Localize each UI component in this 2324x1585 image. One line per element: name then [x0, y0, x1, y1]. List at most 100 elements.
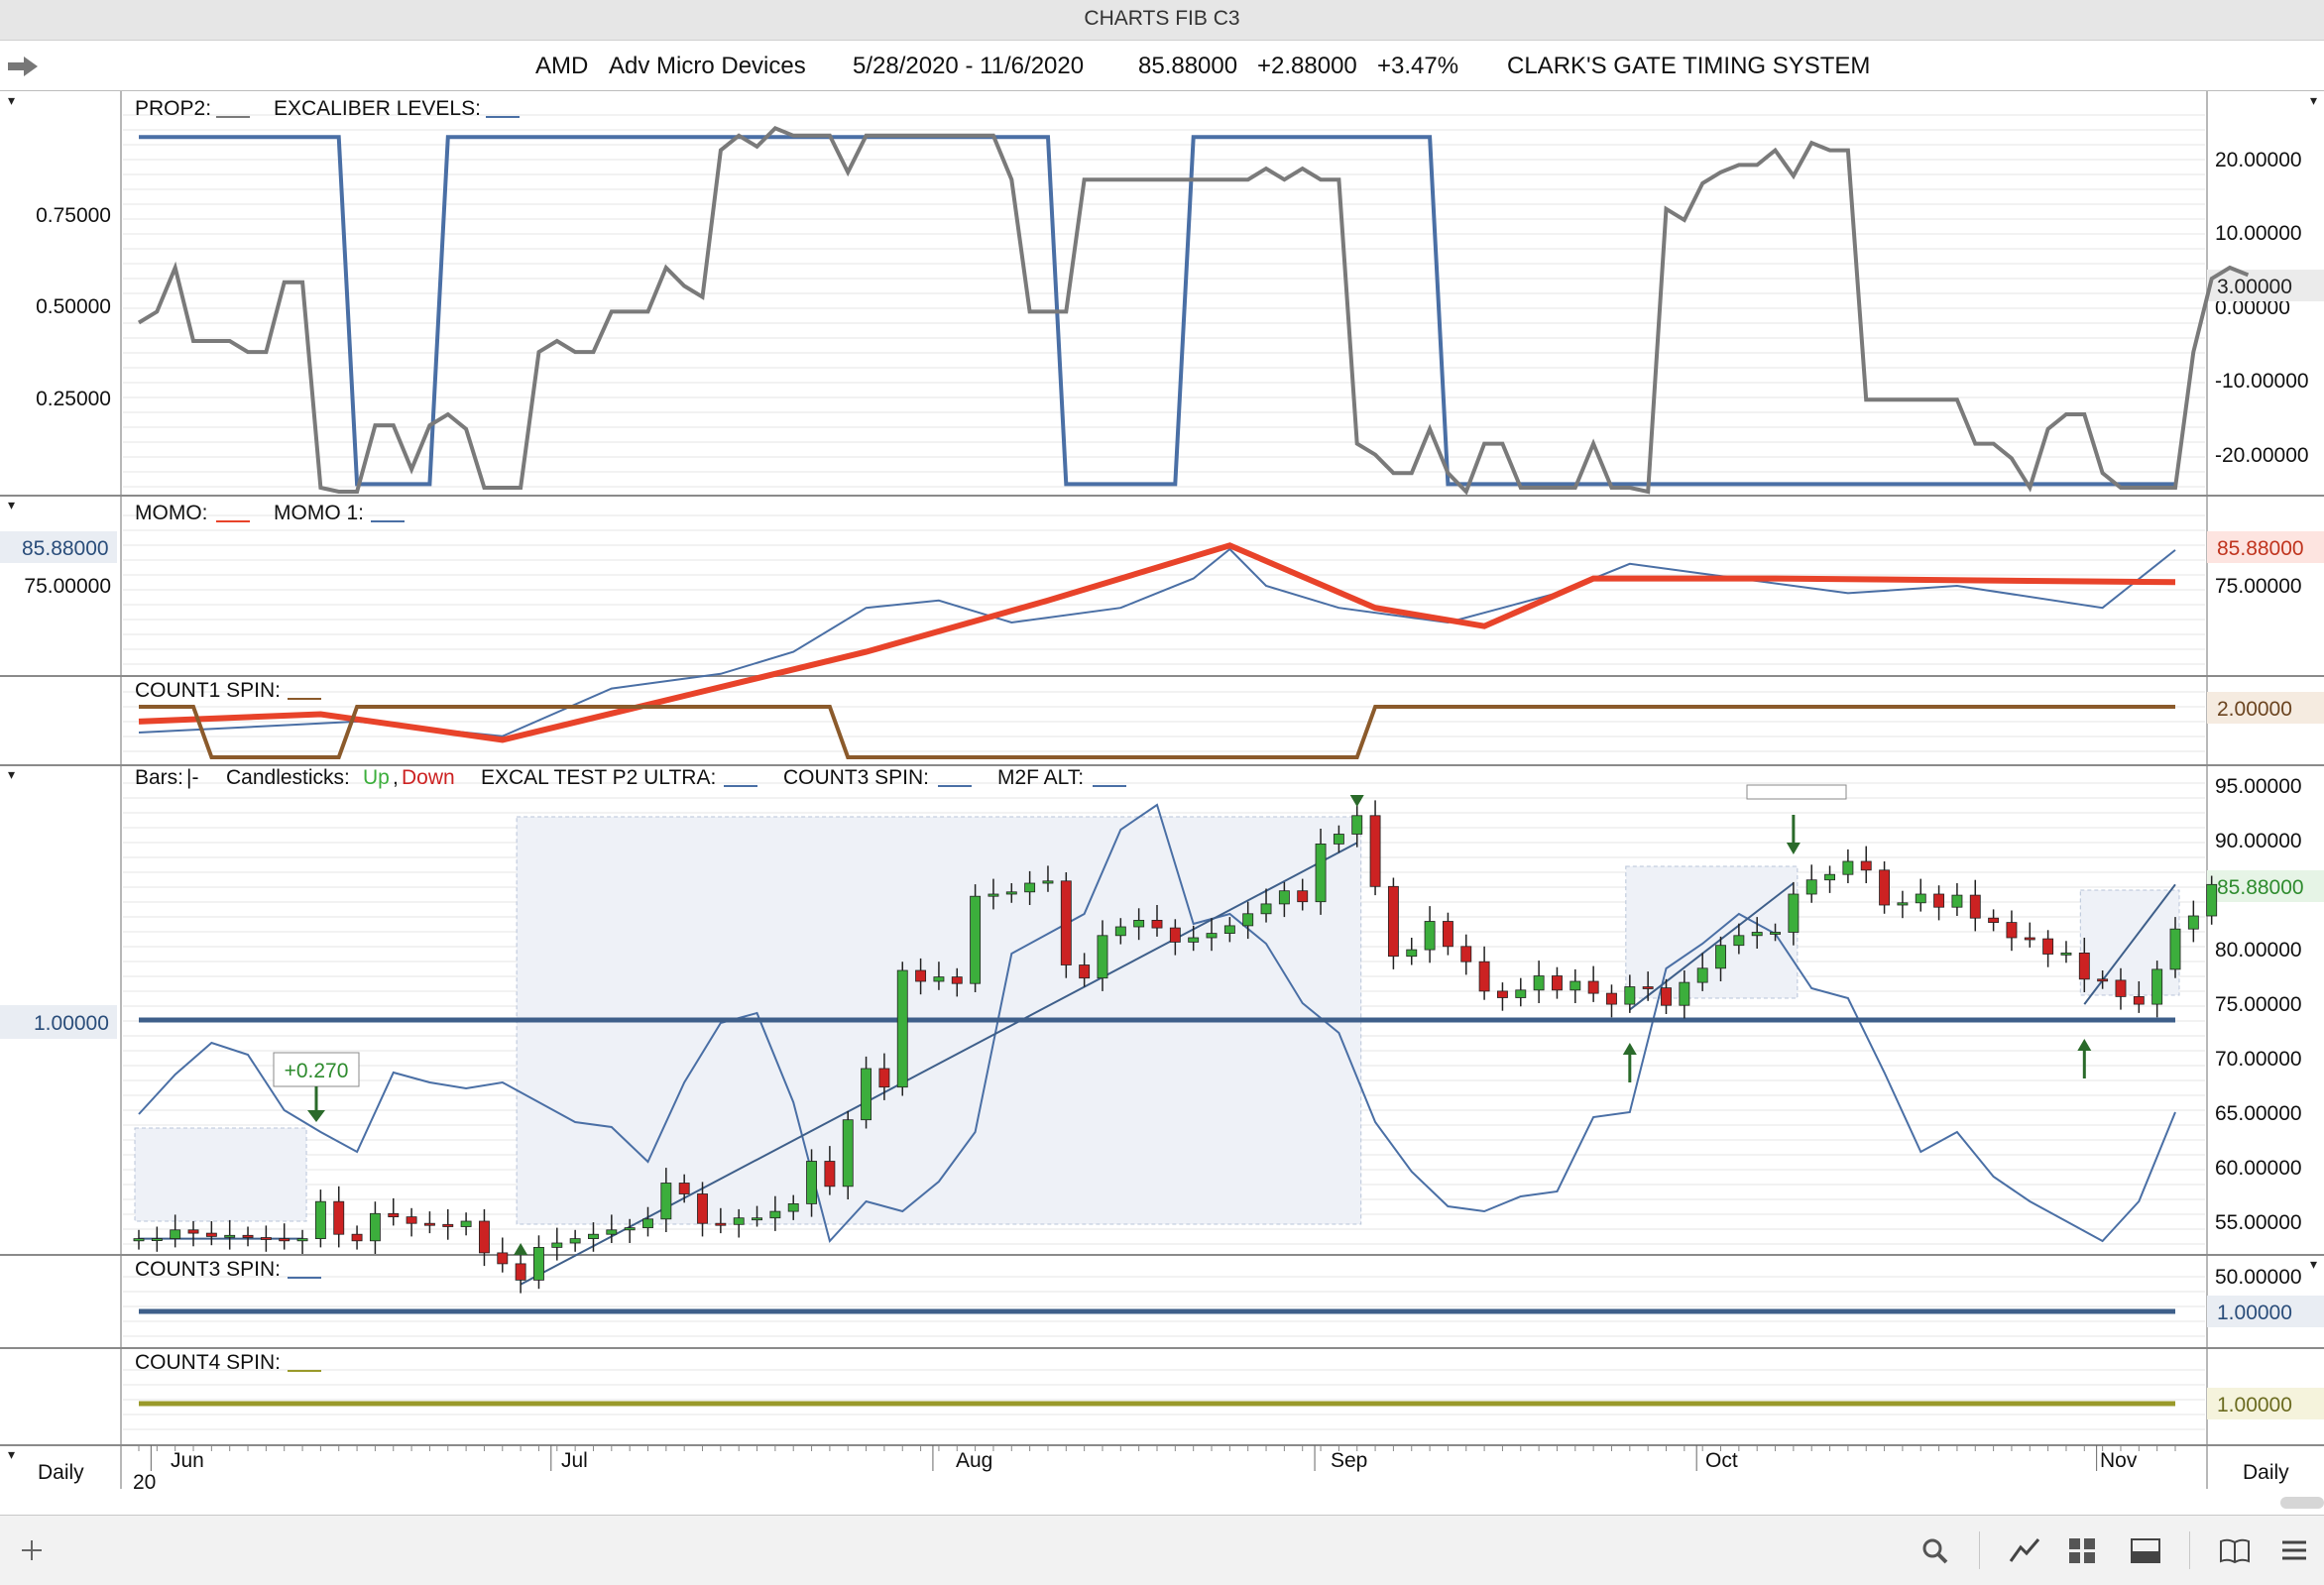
- period-left[interactable]: Daily: [38, 1461, 84, 1484]
- candlestick: [406, 1216, 417, 1224]
- candlestick: [915, 969, 927, 982]
- candlestick: [896, 969, 908, 1088]
- candlestick: [569, 1238, 581, 1244]
- arrow-right-icon[interactable]: [6, 55, 42, 78]
- candlestick: [1661, 987, 1672, 1006]
- candlestick: [1097, 935, 1108, 979]
- momo-title: MOMO:: [135, 502, 208, 524]
- count3-panel: COUNT3 SPIN: 1.00000: [135, 1258, 2324, 1327]
- month-label: Oct: [1705, 1449, 1738, 1472]
- candlestick: [369, 1212, 381, 1242]
- candlestick: [824, 1161, 836, 1188]
- list-icon[interactable]: [2276, 1533, 2312, 1567]
- candlestick: [1351, 815, 1363, 835]
- momo1-series: [138, 547, 2176, 737]
- arrow-down-icon: [1349, 795, 1364, 807]
- candlestick: [1915, 893, 1926, 904]
- candlestick: [1642, 986, 1654, 989]
- last-price: 85.88000: [1138, 53, 1238, 79]
- period-right[interactable]: Daily: [2243, 1461, 2289, 1484]
- prop2-title: PROP2:: [135, 97, 211, 120]
- highlight-zone: [2079, 889, 2180, 996]
- horizontal-scrollbar[interactable]: [2280, 1497, 2324, 1509]
- candlestick: [1333, 834, 1344, 845]
- candlestick: [1770, 932, 1781, 935]
- candlestick: [2097, 978, 2109, 982]
- candlestick: [1988, 917, 2000, 924]
- candlestick: [1569, 980, 1581, 991]
- price-panel: Bars: |- Candlesticks: Up , Down EXCAL T…: [0, 766, 2324, 1294]
- panel-menu-icon[interactable]: ▾: [8, 1446, 15, 1462]
- grid-icon[interactable]: [2064, 1533, 2100, 1567]
- candlestick: [1005, 891, 1017, 895]
- bottom-toolbar: [0, 1515, 2324, 1585]
- prop2-right-tick: 10.00000: [2215, 222, 2302, 245]
- count3-title: COUNT3 SPIN:: [135, 1258, 281, 1281]
- panel-menu-icon[interactable]: ▾: [8, 766, 15, 782]
- candlestick: [388, 1212, 400, 1218]
- candlestick: [715, 1222, 727, 1226]
- candlestick: [951, 976, 963, 984]
- candlestick: [551, 1242, 563, 1248]
- m2f-alt-series: [138, 803, 2176, 1244]
- panel-menu-icon[interactable]: ▾: [2310, 1256, 2317, 1272]
- panel-menu-icon[interactable]: ▾: [8, 92, 15, 108]
- count3-pill: [2207, 1296, 2324, 1327]
- candlestick: [2133, 996, 2145, 1005]
- plus-icon[interactable]: [14, 1533, 50, 1567]
- price-right-tick: 65.00000: [2215, 1102, 2302, 1125]
- count4-title: COUNT4 SPIN:: [135, 1351, 281, 1374]
- count4-pill: [2207, 1388, 2324, 1419]
- draw-line-icon[interactable]: [2007, 1533, 2042, 1567]
- price-left-value: 1.00000: [34, 1012, 109, 1035]
- price-change-pct: +3.47%: [1377, 53, 1459, 79]
- highlight-zone: [134, 1127, 307, 1222]
- count1-value: 2.00000: [2217, 698, 2292, 721]
- count1-pill: [2207, 692, 2324, 724]
- panel-icon[interactable]: [2128, 1533, 2163, 1567]
- candlestick: [1424, 921, 1436, 951]
- candlestick: [2151, 968, 2163, 1005]
- candlestick: [678, 1183, 690, 1194]
- candlestick: [1114, 926, 1126, 937]
- candlestick: [988, 893, 999, 897]
- count1-title: COUNT1 SPIN:: [135, 679, 281, 702]
- candles-down-label: Down: [402, 766, 455, 789]
- candlestick: [1206, 933, 1218, 939]
- candlestick: [205, 1232, 217, 1237]
- candlestick: [296, 1238, 308, 1242]
- candlestick: [1024, 882, 1036, 893]
- candlestick: [606, 1229, 618, 1235]
- candlestick: [787, 1203, 799, 1212]
- candles-label: Candlesticks:: [226, 766, 350, 789]
- candlestick: [351, 1233, 363, 1242]
- prop2-panel: PROP2: EXCALIBER LEVELS: 0.75000 0.50000…: [36, 97, 2324, 496]
- candlestick: [515, 1263, 526, 1281]
- panel-menu-icon[interactable]: ▾: [8, 497, 15, 512]
- price-change: +2.88000: [1257, 53, 1357, 79]
- bars-label: Bars:: [135, 766, 183, 789]
- search-icon[interactable]: [1917, 1533, 1953, 1567]
- candlestick: [533, 1247, 544, 1281]
- candlestick: [242, 1234, 254, 1238]
- panel-menu-icon[interactable]: ▾: [2310, 92, 2317, 108]
- candlestick: [1879, 869, 1891, 906]
- annotation-text: +0.270: [285, 1060, 349, 1082]
- candlestick: [769, 1210, 781, 1219]
- candlestick: [842, 1119, 854, 1188]
- candlestick: [1315, 844, 1327, 903]
- window-title: CHARTS FIB C3: [0, 0, 2324, 41]
- candlestick: [1042, 880, 1054, 884]
- chart-area[interactable]: ▾ ▾ ▾ ▾ ▾ ▾ PROP2: EXCALIBER LEVELS: 0.7…: [0, 91, 2324, 1515]
- candlestick: [1515, 989, 1527, 998]
- prop2-right-tick: 0.00000: [2215, 296, 2290, 319]
- candlestick: [2169, 928, 2181, 970]
- candlestick: [1497, 990, 1508, 998]
- book-icon[interactable]: [2217, 1533, 2253, 1567]
- candlestick: [1824, 873, 1835, 881]
- candlestick: [1696, 967, 1708, 983]
- price-right-tick: 80.00000: [2215, 939, 2302, 962]
- excaliber-title: EXCALIBER LEVELS:: [274, 97, 481, 120]
- candlestick: [660, 1183, 672, 1220]
- momo-right-tick: 75.00000: [2215, 575, 2302, 598]
